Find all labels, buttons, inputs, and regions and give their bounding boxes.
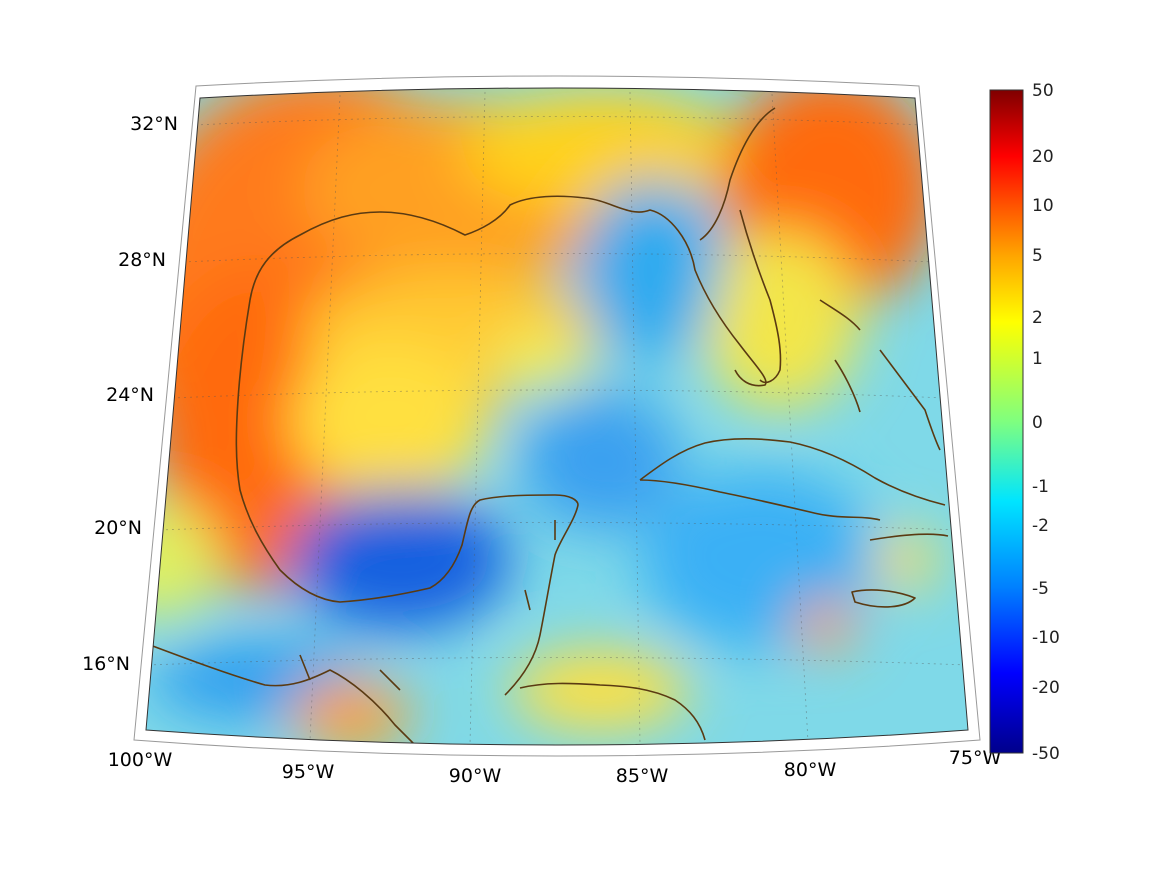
lon-label: 95°W xyxy=(282,761,335,783)
yucatan-islands xyxy=(299,520,556,691)
colorbar-tick-label: 10 xyxy=(1032,196,1054,216)
lat-label: 28°N xyxy=(118,249,166,271)
colorbar-tick-label: 2 xyxy=(1032,308,1043,328)
colorbar: 50 20 10 5 2 1 0 -1 -2 -5 -10 -20 -50 xyxy=(989,81,1060,764)
colorbar-tick-label: -1 xyxy=(1032,477,1049,497)
lat-label: 32°N xyxy=(130,113,178,135)
colorbar-tick-label: 20 xyxy=(1032,147,1054,167)
coastlines xyxy=(149,107,949,745)
hispaniola xyxy=(869,533,949,541)
colorbar-tick-label: -2 xyxy=(1032,516,1049,536)
lon-label: 85°W xyxy=(616,765,669,787)
colorbar-gradient xyxy=(989,89,1024,754)
colorbar-tick-label: 5 xyxy=(1032,246,1043,266)
colorbar-tick-label: -20 xyxy=(1032,678,1060,698)
central-america-coast xyxy=(149,644,416,745)
lat-label: 20°N xyxy=(94,517,142,539)
bahamas xyxy=(819,299,941,451)
florida-peninsula xyxy=(699,107,782,384)
colorbar-tick-label: -50 xyxy=(1032,744,1060,764)
honduras-coast xyxy=(519,682,706,741)
jamaica xyxy=(851,589,916,608)
colorbar-tick-label: 50 xyxy=(1032,81,1054,101)
lon-label: 80°W xyxy=(784,759,837,781)
gulf-coast xyxy=(249,195,767,387)
texas-mexico-coast xyxy=(235,299,579,696)
lon-label: 75°W xyxy=(949,747,1002,769)
colorbar-tick-label: -5 xyxy=(1032,579,1049,599)
longitude-labels: 100°W 95°W 90°W 85°W 80°W 75°W xyxy=(108,747,1002,787)
data-field xyxy=(146,88,968,745)
colorbar-tick-label: 0 xyxy=(1032,413,1043,433)
lon-label: 90°W xyxy=(449,765,502,787)
lon-label: 100°W xyxy=(108,749,173,771)
lat-label: 24°N xyxy=(106,384,154,406)
map-frame xyxy=(145,87,969,746)
colorbar-tick-label: -10 xyxy=(1032,628,1060,648)
latitude-labels: 32°N 28°N 24°N 20°N 16°N xyxy=(82,113,178,675)
graticule xyxy=(147,91,968,745)
lat-label: 16°N xyxy=(82,653,130,675)
cuba xyxy=(639,437,946,521)
colorbar-tick-label: 1 xyxy=(1032,349,1043,369)
